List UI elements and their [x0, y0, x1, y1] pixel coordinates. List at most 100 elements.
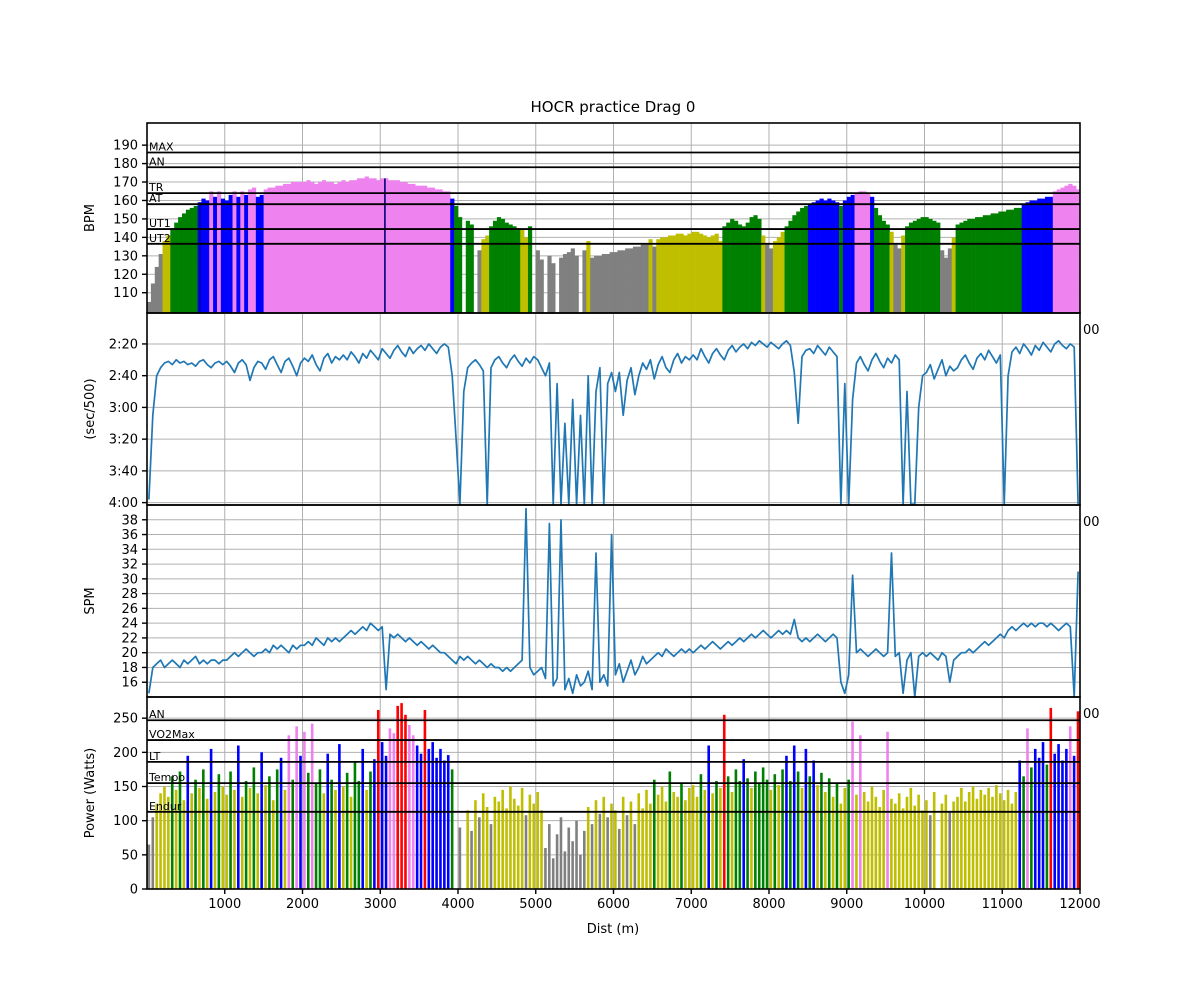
power-bar	[178, 771, 182, 889]
power-bar	[1045, 764, 1049, 889]
power-bar	[493, 796, 497, 889]
power-bar	[707, 745, 710, 889]
power-bar	[182, 800, 186, 889]
power-bar	[684, 800, 687, 889]
power-bar	[310, 723, 314, 889]
heart-rate-bar	[1002, 211, 1007, 313]
power-bar	[796, 771, 800, 889]
heart-rate-bar	[951, 237, 956, 313]
power-bar	[326, 753, 330, 889]
heart-rate-bar	[928, 218, 933, 313]
heart-rate-bar	[601, 254, 607, 313]
x-tick-label: 12000	[1059, 897, 1100, 912]
heart-rate-bar	[368, 178, 373, 313]
heart-rate-bar	[201, 198, 206, 313]
heart-rate-bar	[1013, 207, 1019, 313]
heart-rate-bar	[154, 266, 159, 313]
y-tick-label: 120	[113, 268, 138, 283]
power-bar	[952, 801, 955, 889]
x-tick-label: 10000	[904, 897, 945, 912]
power-bar	[555, 834, 559, 889]
zone-label: TR	[148, 181, 164, 194]
heart-rate-bar	[582, 250, 587, 313]
power-bar	[890, 798, 893, 889]
power-bar	[264, 785, 267, 889]
y-tick-label: 140	[113, 231, 138, 246]
power-bar	[913, 805, 917, 889]
heart-rate-bar	[940, 250, 945, 313]
heart-rate-bar	[621, 250, 626, 313]
heart-rate-bar	[765, 244, 770, 313]
power-bar	[205, 798, 209, 889]
y-tick-label: 32	[121, 558, 138, 573]
heart-rate-bar	[438, 189, 443, 313]
heart-rate-bar	[986, 215, 991, 313]
heart-rate-bar	[594, 255, 599, 313]
power-bar	[1049, 707, 1053, 889]
y-axis-label: BPM	[83, 204, 98, 232]
power-bar	[991, 796, 994, 889]
power-bar	[1033, 748, 1037, 889]
power-bar	[260, 752, 263, 889]
power-bar	[509, 786, 512, 889]
power-bar	[1065, 748, 1068, 889]
power-bar	[419, 753, 423, 889]
corner-time-label: 00	[1083, 707, 1100, 722]
power-bar	[668, 771, 672, 889]
y-tick-label: 2:40	[109, 369, 138, 384]
heart-rate-bar	[489, 226, 494, 313]
power-bar	[559, 817, 563, 889]
heart-rate-bar	[228, 194, 233, 313]
y-tick-label: 24	[121, 617, 138, 632]
heart-rate-bar	[255, 196, 261, 313]
chart-title: HOCR practice Drag 0	[531, 98, 696, 116]
power-bar	[551, 858, 555, 889]
power-bar	[272, 800, 275, 889]
heart-rate-bar	[248, 189, 253, 313]
heart-rate-bar	[454, 206, 459, 313]
heart-rate-bar	[893, 244, 898, 313]
power-bar	[295, 726, 298, 889]
power-bar	[345, 772, 349, 889]
power-bar	[975, 798, 979, 889]
power-bar	[738, 781, 742, 889]
power-bar	[610, 803, 613, 889]
power-bar	[446, 755, 450, 889]
heart-rate-bar	[769, 248, 774, 313]
heart-rate-bar	[430, 187, 435, 313]
heart-rate-bar	[547, 255, 552, 313]
heart-rate-bar	[181, 213, 187, 313]
power-bar	[314, 783, 318, 889]
heart-rate-bar	[702, 235, 708, 313]
heart-rate-bar	[481, 239, 486, 313]
power-bar	[306, 772, 310, 889]
y-tick-label: 26	[121, 602, 138, 617]
heart-rate-bar	[224, 200, 229, 313]
power-bar	[812, 760, 815, 889]
power-bar	[917, 794, 920, 889]
power-bar	[695, 796, 699, 889]
power-bar	[415, 745, 419, 889]
heart-rate-bar	[854, 193, 859, 313]
heart-rate-bar	[955, 224, 960, 313]
power-bar	[1030, 767, 1033, 889]
power-bar	[820, 772, 823, 889]
heart-rate-bar	[667, 235, 673, 313]
power-bar	[369, 771, 372, 889]
power-bar	[361, 748, 365, 889]
heart-rate-bar	[897, 248, 902, 313]
heart-rate-bar	[823, 200, 828, 313]
y-tick-label: 180	[113, 157, 138, 172]
heart-rate-bar	[185, 209, 191, 313]
x-axis-label: Dist (m)	[587, 922, 639, 937]
power-bar	[1022, 776, 1025, 889]
heart-rate-bar	[232, 191, 237, 313]
heart-rate-bar	[597, 255, 603, 313]
power-bar	[987, 787, 990, 889]
power-bar	[548, 824, 551, 889]
heart-rate-bar	[734, 220, 739, 313]
heart-rate-bar	[745, 222, 750, 313]
power-bar	[435, 757, 438, 889]
